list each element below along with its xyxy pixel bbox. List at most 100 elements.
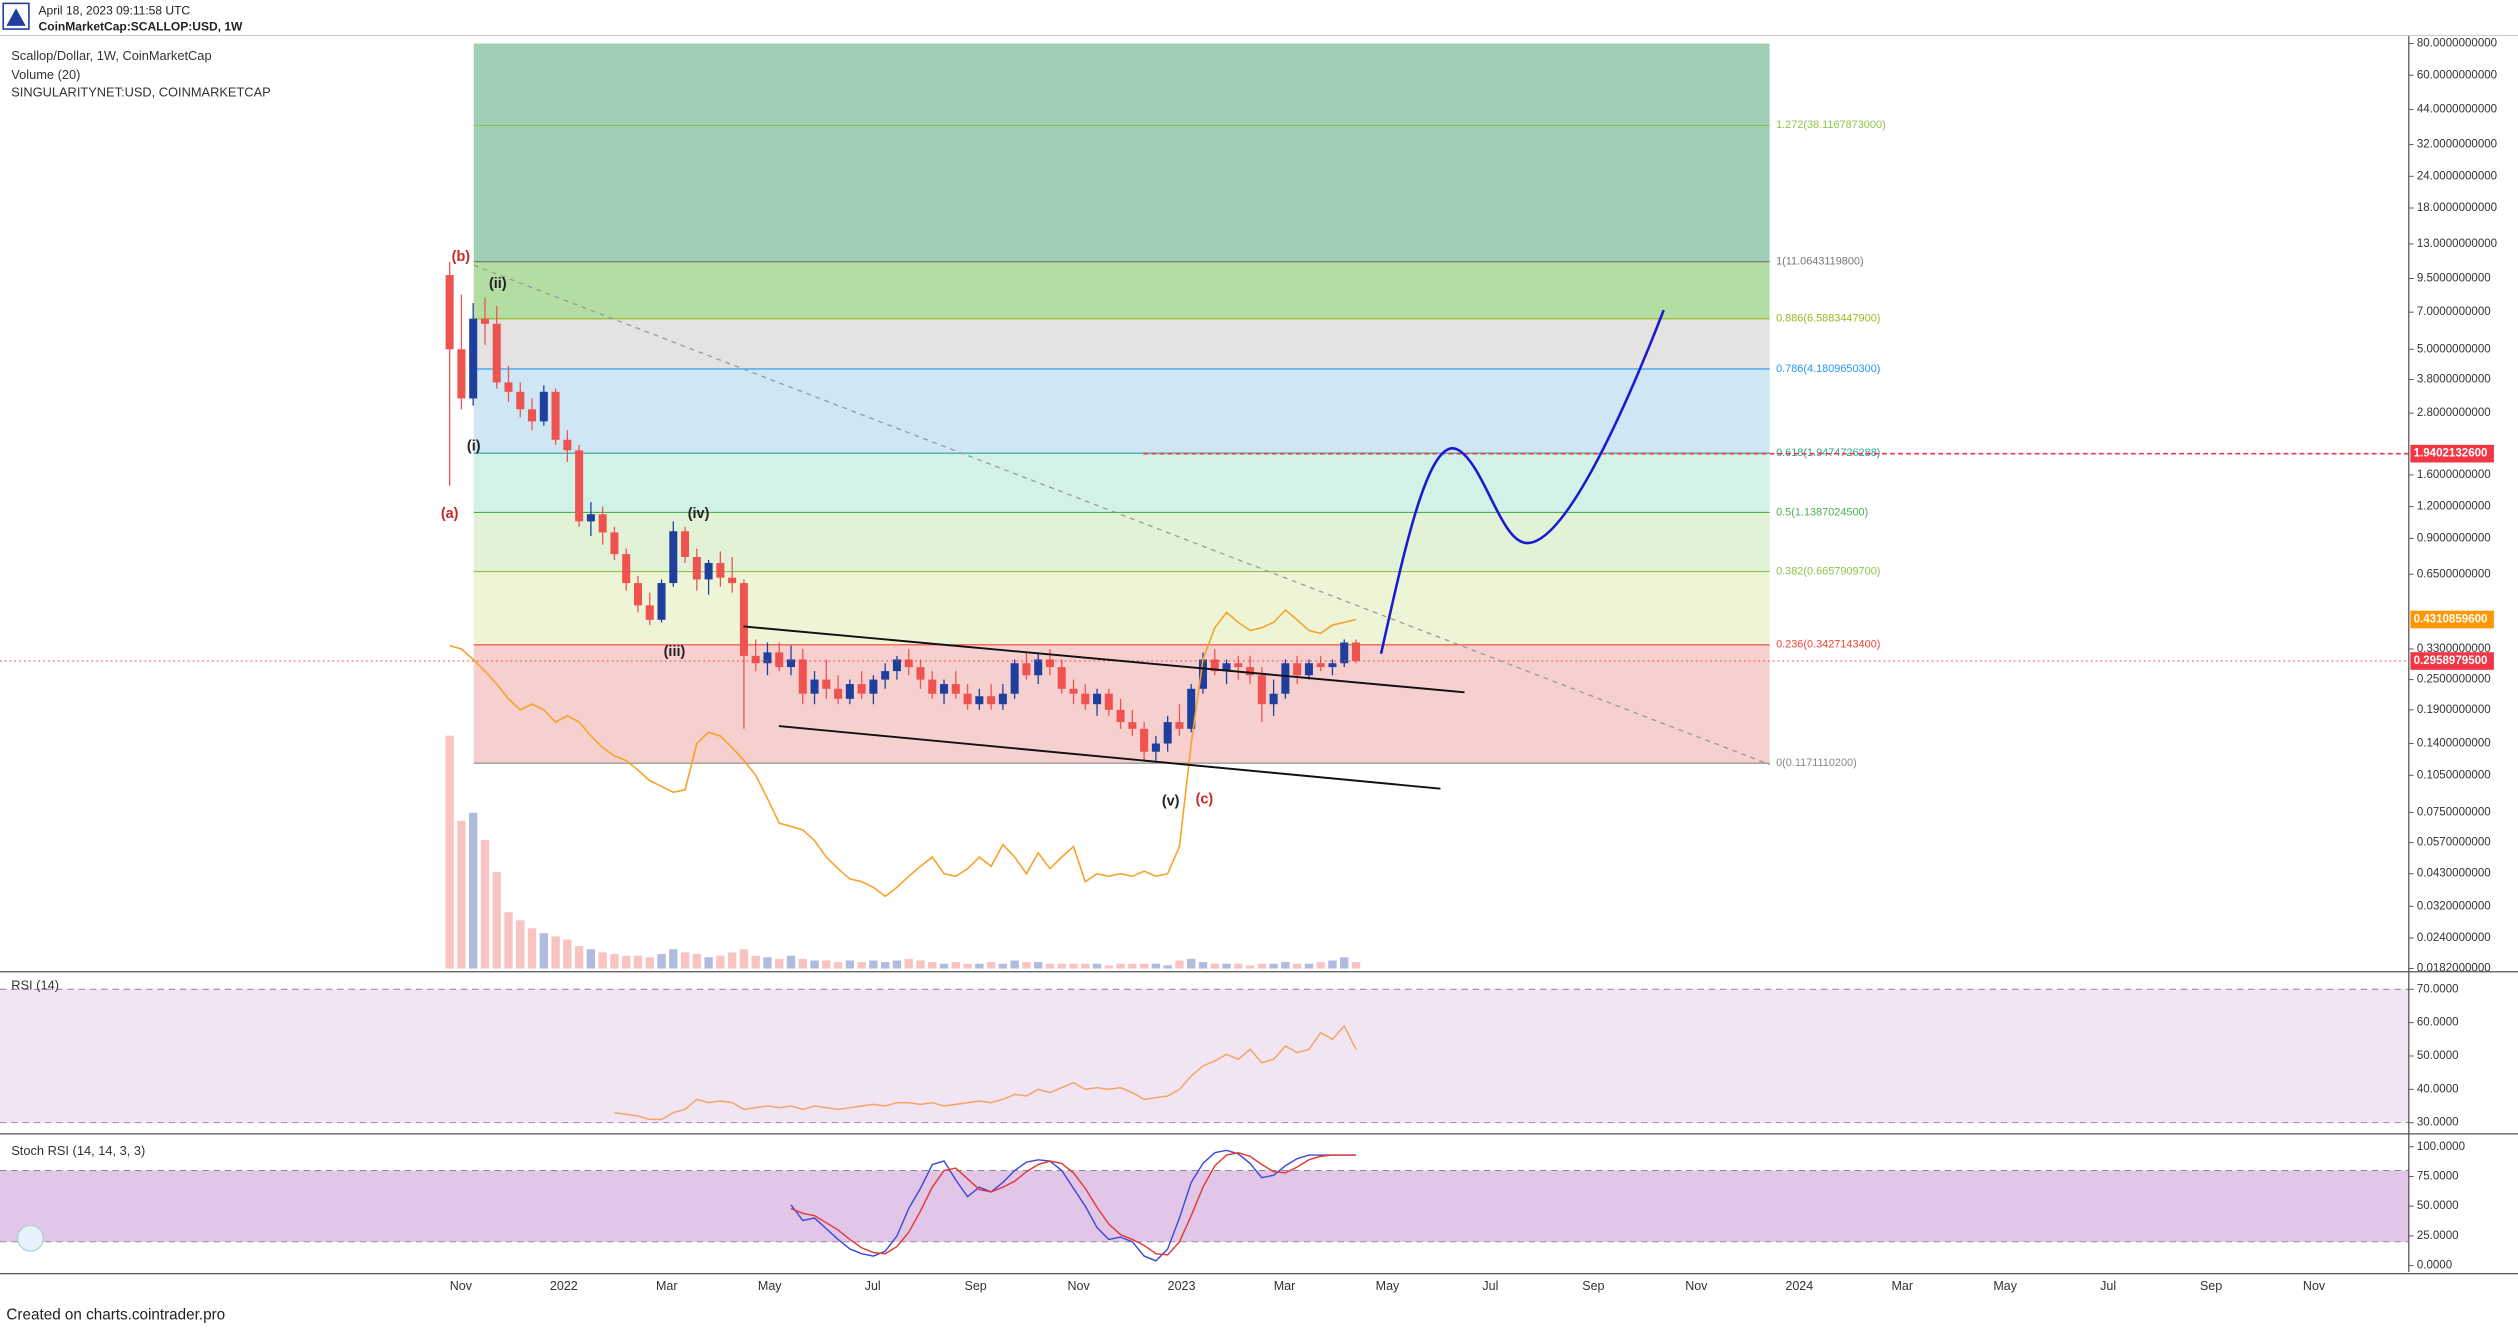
fib-label: 0.382(0.6657909700) <box>1776 565 1880 577</box>
volume-bar <box>492 872 501 969</box>
volume-bar <box>610 954 619 969</box>
stoch-title: Stoch RSI (14, 14, 3, 3) <box>11 1143 145 1158</box>
x-tick-label: May <box>1376 1279 1400 1293</box>
watermark-icon <box>17 1224 44 1252</box>
volume-bar <box>680 952 690 969</box>
volume-bar <box>1351 962 1361 969</box>
candle-body <box>516 391 525 410</box>
y-tick-label: 2.8000000000 <box>2417 407 2491 419</box>
candle-body <box>963 693 972 705</box>
y-tick-label: 30.0000 <box>2417 1117 2459 1129</box>
volume-bar <box>833 962 843 969</box>
candle-body <box>763 652 772 664</box>
volume-bar <box>963 963 972 969</box>
y-tick-label: 60.0000 <box>2417 1017 2459 1029</box>
volume-bar <box>1151 963 1161 969</box>
candle-body <box>692 556 701 580</box>
footer: Created on charts.cointrader.pro <box>6 1306 225 1323</box>
wave-label: (ii) <box>489 276 507 292</box>
candle-body <box>1093 693 1102 705</box>
candle-body <box>681 531 690 557</box>
volume-bar <box>798 958 807 969</box>
y-tick-label: 1.6000000000 <box>2417 469 2491 481</box>
volume-bar <box>822 960 831 969</box>
volume-bar <box>775 958 784 969</box>
volume-bar <box>892 960 902 969</box>
volume-bar <box>1340 957 1349 969</box>
candle-body <box>916 667 925 680</box>
band-fill <box>0 1170 2409 1242</box>
price-label: 1.9402132600 <box>2414 448 2488 460</box>
volume-bar <box>998 963 1008 969</box>
plot-layer: 1.272(38.1167873000) 1(11.0643119800) 0.88… <box>0 119 2409 1262</box>
y-tick-label: 0.1050000000 <box>2417 769 2491 781</box>
fib-zone <box>473 261 1770 319</box>
fib-zone <box>473 318 1770 369</box>
timestamp: April 18, 2023 09:11:58 UTC <box>39 4 191 18</box>
x-tick-label: Sep <box>1582 1279 1604 1293</box>
wave-label: (iv) <box>688 506 710 522</box>
volume-bar <box>1163 965 1172 969</box>
volume-bar <box>1139 963 1149 969</box>
candle-body <box>1140 728 1149 752</box>
y-tick-label: 9.5000000000 <box>2417 273 2491 285</box>
volume-bar <box>939 963 949 969</box>
volume-bar <box>986 962 996 969</box>
fib-zone <box>473 43 1770 262</box>
candle-body <box>1187 688 1196 729</box>
y-tick-label: 25.0000 <box>2417 1230 2459 1242</box>
y-tick-label: 0.3300000000 <box>2417 643 2491 655</box>
x-tick-label: Mar <box>1274 1279 1296 1293</box>
candle-body <box>1081 693 1090 705</box>
price-label-box <box>2410 652 2494 670</box>
candle-body <box>751 655 760 664</box>
candle-body <box>998 693 1007 705</box>
volume-bar <box>928 962 937 969</box>
fib-label: 0(0.1171110200) <box>1776 757 1857 769</box>
y-tick-label: 5.0000000000 <box>2417 343 2491 355</box>
y-tick-label: 40.0000 <box>2417 1083 2459 1095</box>
volume-bar <box>457 820 466 969</box>
fib-zones <box>473 43 1770 764</box>
indicator-line <box>790 1149 1357 1262</box>
legend-overlay: SINGULARITYNET:USD, COINMARKETCAP <box>11 85 270 100</box>
candle-body <box>610 532 619 555</box>
candle-body <box>586 514 595 522</box>
candle-body <box>1234 663 1243 668</box>
volume-bar <box>598 952 607 969</box>
volume-bar <box>504 912 513 969</box>
volume-bar <box>951 962 960 969</box>
candle-body <box>1128 722 1137 729</box>
x-tick-label: Jul <box>1482 1279 1498 1293</box>
price-label: 0.4310859600 <box>2414 614 2488 626</box>
candle-body <box>563 439 572 451</box>
volume-bar <box>669 949 678 969</box>
candle-body <box>1022 663 1031 676</box>
volume-bar <box>869 960 878 969</box>
y-tick-label: 80.0000000000 <box>2417 38 2497 50</box>
x-tick-label: 2024 <box>1785 1279 1813 1293</box>
candle-body <box>1163 722 1172 744</box>
volume-bar <box>1234 963 1243 969</box>
trend-line <box>473 264 1770 766</box>
volume-bar <box>1057 963 1066 969</box>
candle-body <box>1351 642 1361 662</box>
overlay-line <box>449 608 1357 898</box>
candle-body <box>575 450 584 522</box>
x-tick-label: Jul <box>865 1279 881 1293</box>
wave-label: (i) <box>467 438 481 454</box>
logo-mark <box>6 8 26 26</box>
volume-bar <box>574 946 584 969</box>
y-tick-label: 0.0320000000 <box>2417 900 2491 912</box>
candle-body <box>492 323 501 383</box>
volume-bar <box>880 962 890 969</box>
symbol: CoinMarketCap:SCALLOP:USD, 1W <box>39 20 244 34</box>
candle-body <box>704 562 713 580</box>
volume-bar <box>1104 965 1113 969</box>
candle-body <box>1010 663 1019 694</box>
candle-body <box>975 696 984 705</box>
volume-bar <box>1316 962 1325 969</box>
volume-bar <box>1198 962 1208 969</box>
y-tick-label: 0.0240000000 <box>2417 932 2491 944</box>
price-label-box <box>2410 610 2494 629</box>
